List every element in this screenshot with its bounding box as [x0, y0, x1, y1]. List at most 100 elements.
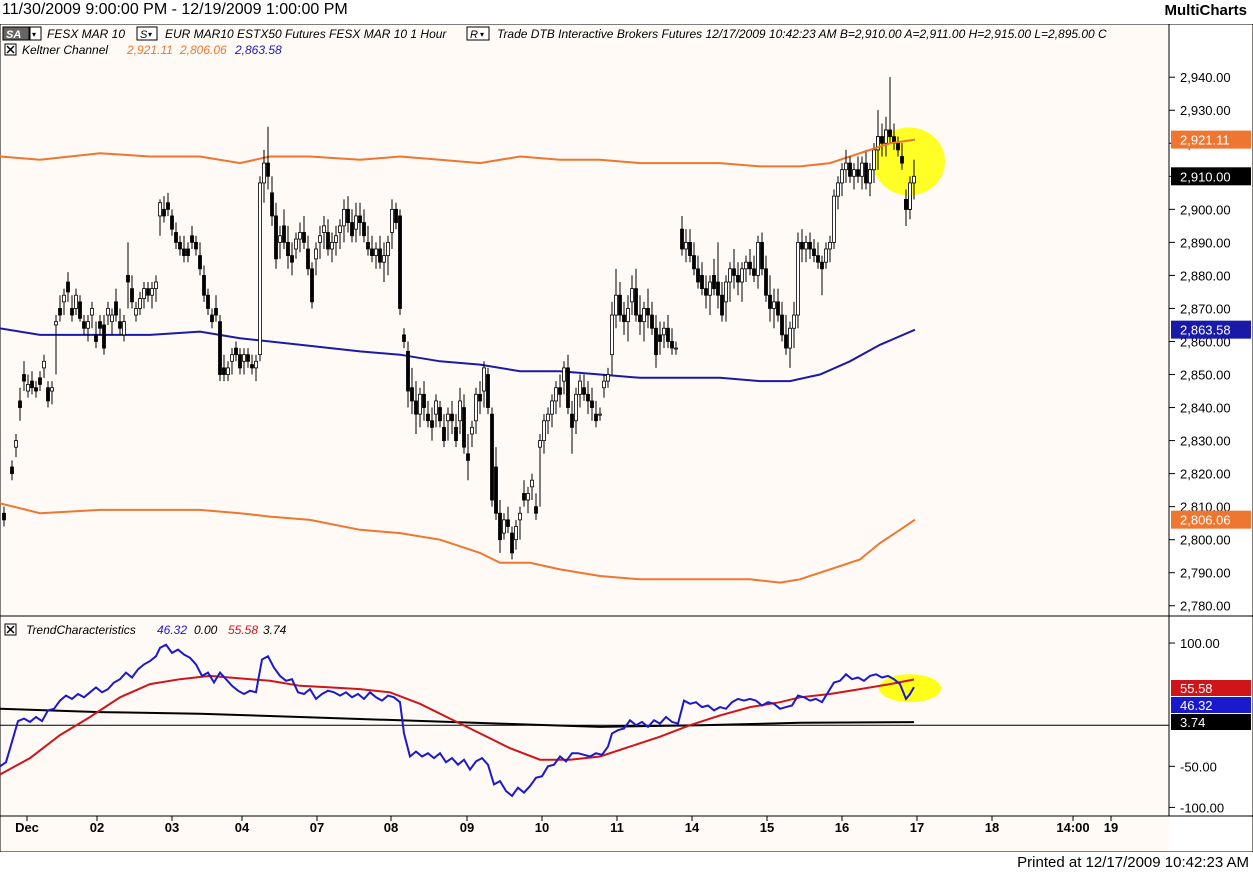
price-bar	[362, 209, 366, 243]
price-bar	[760, 232, 764, 276]
keltner-upper-line	[0, 138, 916, 168]
price-bar	[38, 371, 42, 392]
price-bar	[166, 192, 170, 216]
price-bar	[538, 433, 542, 507]
price-bar	[626, 295, 630, 342]
x-tick-label: 08	[384, 820, 398, 835]
price-pane: 2,940.002,930.002,920.002,910.002,900.00…	[0, 70, 1251, 614]
price-bar	[398, 209, 402, 316]
price-bar	[438, 400, 442, 428]
price-bar	[418, 387, 422, 428]
price-bar	[622, 301, 626, 335]
highlight-circle	[879, 674, 941, 703]
price-bar	[490, 407, 494, 507]
price-bar	[170, 209, 174, 236]
price-badge-label: 2,921.11	[1180, 133, 1230, 148]
price-bar	[832, 189, 836, 249]
x-tick-label: 19	[1104, 820, 1118, 835]
price-bar	[816, 242, 820, 269]
sa-button[interactable]	[2, 26, 30, 41]
price-bar	[514, 519, 518, 550]
price-bar	[614, 268, 618, 329]
svg-text:R: R	[470, 29, 478, 41]
trend-badge-label: 46.32	[1180, 698, 1213, 713]
price-bar	[780, 301, 784, 342]
price-bar	[634, 268, 638, 322]
price-bar	[566, 354, 570, 415]
price-bar	[270, 176, 274, 226]
price-bar	[442, 414, 446, 448]
price-bar	[366, 225, 370, 256]
chevron-down-icon: ▾	[480, 30, 484, 39]
price-bar	[390, 199, 394, 249]
price-bar	[764, 255, 768, 302]
price-bar	[688, 229, 692, 263]
price-bar	[134, 301, 138, 322]
price-bar	[326, 219, 330, 256]
price-bar	[250, 354, 254, 375]
close-icon[interactable]	[6, 45, 15, 54]
price-bar	[752, 255, 756, 283]
price-bar	[792, 301, 796, 349]
sa-dropdown[interactable]	[29, 26, 42, 41]
s-button[interactable]	[136, 26, 158, 41]
keltner-middle-line	[0, 327, 916, 383]
price-bar	[522, 480, 526, 507]
price-bar	[880, 123, 884, 157]
trend-tick-label: -100.00	[1180, 800, 1224, 815]
price-bar	[294, 232, 298, 259]
price-bar	[74, 288, 78, 316]
price-bar	[884, 116, 888, 157]
price-bar	[590, 387, 594, 421]
price-bar	[130, 275, 134, 309]
x-tick-label: Dec	[15, 820, 39, 835]
price-bar	[450, 400, 454, 434]
price-bar	[310, 262, 314, 309]
price-bar	[282, 209, 286, 249]
price-bar	[744, 255, 748, 283]
price-bar	[542, 414, 546, 454]
price-bar	[446, 407, 450, 441]
price-scale-area	[1169, 25, 1252, 851]
price-badge: 2,863.58	[1171, 320, 1251, 339]
price-bar	[506, 506, 510, 534]
price-bar	[406, 341, 410, 408]
x-tick-label: 09	[460, 820, 474, 835]
trend-black-line	[0, 707, 915, 728]
price-bar	[836, 176, 840, 210]
price-bar	[740, 262, 744, 302]
price-bar	[824, 242, 828, 269]
price-bar	[518, 506, 522, 540]
price-bar	[242, 348, 246, 375]
price-bar	[86, 315, 90, 342]
date-range: 11/30/2009 9:00:00 PM - 12/19/2009 1:00:…	[2, 1, 348, 18]
price-bar	[498, 500, 502, 553]
price-bar	[422, 381, 426, 421]
price-bar	[42, 354, 46, 378]
chevron-down-icon: ▾	[32, 30, 36, 39]
price-bar	[26, 374, 30, 398]
price-bar	[478, 381, 482, 415]
price-bar	[486, 367, 490, 415]
price-tick-label: 2,940.00	[1180, 70, 1231, 85]
price-bar	[864, 149, 868, 190]
price-bar	[122, 315, 126, 342]
symbol-description: EUR MAR10 ESTX50 Futures FESX MAR 10 1 H…	[165, 27, 447, 41]
price-bar	[78, 295, 82, 322]
price-bar	[530, 473, 534, 501]
x-tick-label: 07	[310, 820, 324, 835]
x-tick-label: 03	[165, 820, 179, 835]
r-button[interactable]	[466, 26, 490, 41]
price-bar	[888, 77, 892, 144]
price-bar	[684, 229, 688, 263]
price-bar	[434, 394, 438, 428]
price-tick-label: 2,780.00	[1180, 599, 1231, 614]
trend-pane: 100.00 -50.00 -100.00 55.58 46.32 3.74	[0, 636, 1251, 815]
price-bar	[602, 374, 606, 398]
price-bar	[674, 341, 678, 355]
price-bar	[354, 202, 358, 243]
close-icon[interactable]	[6, 625, 15, 634]
price-bar	[598, 407, 602, 421]
price-bar	[430, 407, 434, 441]
price-bar	[238, 348, 242, 375]
